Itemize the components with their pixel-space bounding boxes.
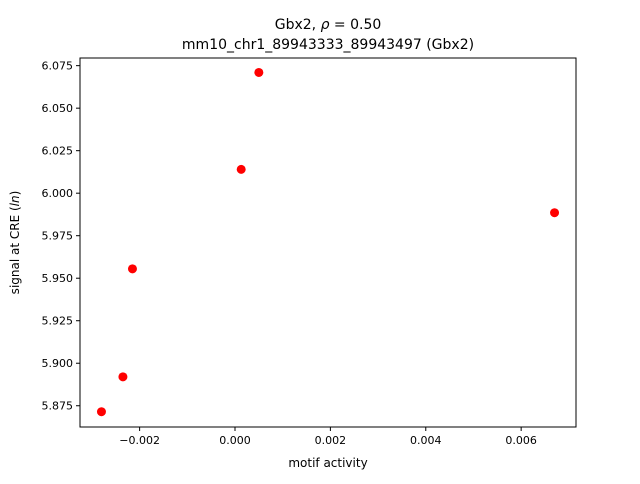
chart-title-line1: Gbx2, ρ = 0.50 [275,17,382,33]
x-tick-label: 0.004 [410,434,442,447]
y-tick-label: 6.000 [42,187,74,200]
y-tick-label: 5.900 [42,357,74,370]
x-tick-label: 0.006 [505,434,537,447]
y-tick-label: 5.875 [42,400,74,413]
data-point [254,67,264,77]
y-tick-label: 6.075 [42,60,74,73]
y-tick-label: 5.975 [42,230,74,243]
data-point [236,164,246,174]
y-axis-ticks: 5.875 5.900 5.925 5.950 5.975 6.000 6.025 6.050… [42,60,80,413]
data-points [96,67,560,417]
y-tick-label: 6.050 [42,102,74,115]
data-point [550,208,560,218]
x-tick-label: 0.000 [219,434,251,447]
data-point [118,372,128,382]
axes-frame [79,57,577,428]
x-tick-label: −0.002 [119,434,160,447]
data-point [127,264,137,274]
x-axis-ticks: −0.002 0.000 0.002 0.004 0.006 [119,427,537,447]
x-axis-label: motif activity [288,456,367,470]
y-tick-label: 5.925 [42,315,74,328]
chart-title-line2: mm10_chr1_89943333_89943497 (Gbx2) [182,37,474,53]
plot-area: −0.002 0.000 0.002 0.004 0.006 5.875 5.900 5.9… [42,57,577,447]
y-axis-label: signal at CRE (ln) [8,191,22,295]
y-tick-label: 5.950 [42,272,74,285]
data-point [96,407,106,417]
x-tick-label: 0.002 [315,434,347,447]
y-tick-label: 6.025 [42,145,74,158]
